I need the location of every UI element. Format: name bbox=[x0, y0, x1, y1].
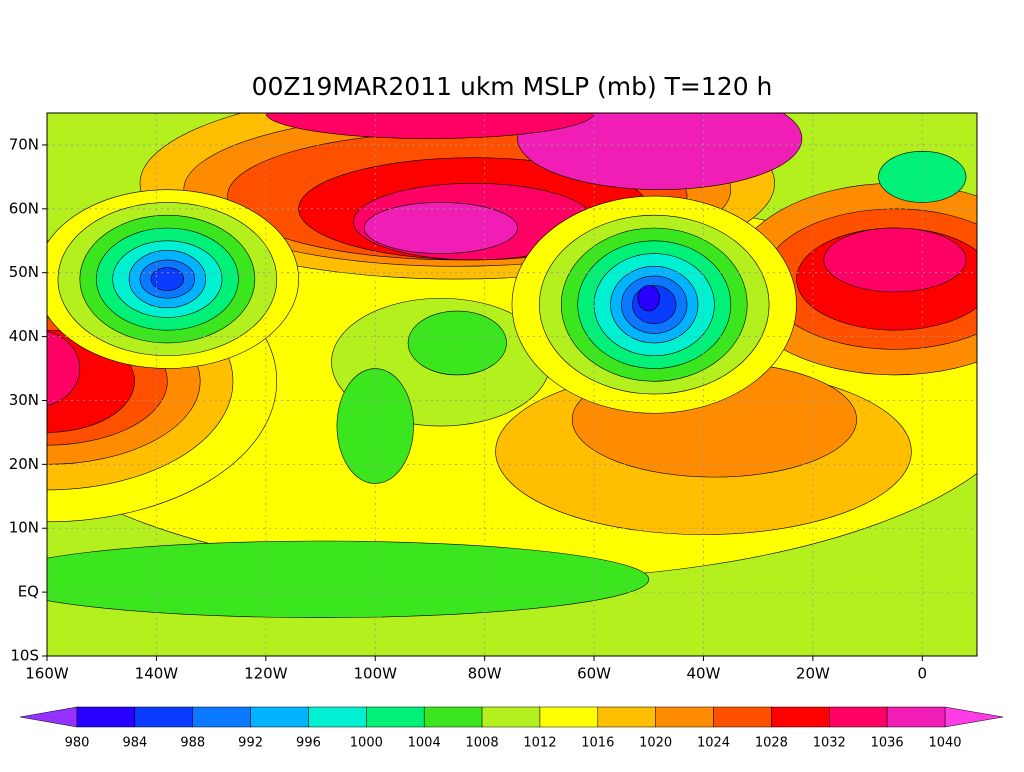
pressure-region bbox=[637, 285, 661, 312]
colorbar-segment bbox=[76, 706, 136, 728]
colorbar: 980 984 988 992 996 1000 1004 1008 1012 1016 1020 1… bbox=[19, 706, 1004, 751]
map-title: 00Z19MAR2011 ukm MSLP (mb) T=120 h bbox=[252, 72, 773, 101]
colorbar-segment bbox=[192, 706, 251, 728]
x-tick-label: 120W bbox=[244, 665, 288, 683]
colorbar-label: 1032 bbox=[813, 736, 846, 751]
x-tick-label: 140W bbox=[135, 665, 179, 683]
y-tick-label: 60N bbox=[9, 199, 39, 217]
colorbar-segment bbox=[771, 706, 830, 728]
pressure-region bbox=[47, 540, 649, 618]
colorbar-segment bbox=[886, 706, 946, 728]
colorbar-label: 1020 bbox=[639, 736, 672, 751]
pressure-field bbox=[47, 113, 977, 656]
colorbar-segment bbox=[655, 706, 714, 728]
x-tick-label: 0 bbox=[918, 665, 928, 683]
grid bbox=[47, 113, 977, 656]
x-tick-label: 100W bbox=[354, 665, 398, 683]
colorbar-segment bbox=[134, 706, 193, 728]
colorbar-label: 1036 bbox=[871, 736, 904, 751]
pressure-region bbox=[517, 113, 803, 190]
colorbar-label: 988 bbox=[180, 736, 205, 751]
colorbar-segment bbox=[250, 706, 309, 728]
colorbar-segment bbox=[481, 706, 541, 728]
colorbar-segment bbox=[308, 706, 367, 728]
colorbar-label: 1024 bbox=[697, 736, 730, 751]
x-tick-label: 60W bbox=[577, 665, 611, 683]
colorbar-label: 1008 bbox=[466, 736, 499, 751]
y-tick-label: 10S bbox=[10, 647, 39, 665]
y-tick-label: 30N bbox=[9, 391, 39, 409]
colorbar-label: 1040 bbox=[928, 736, 961, 751]
plot-frame bbox=[46, 112, 978, 657]
colorbar-segment bbox=[539, 706, 599, 728]
colorbar-segment bbox=[597, 706, 656, 728]
pressure-region bbox=[150, 267, 185, 291]
pressure-region bbox=[878, 151, 967, 203]
colorbar-label: 1012 bbox=[523, 736, 556, 751]
colorbar-label: 996 bbox=[296, 736, 321, 751]
y-tick-label: 20N bbox=[9, 455, 39, 473]
pressure-region bbox=[47, 331, 81, 406]
x-tick-label: 160W bbox=[25, 665, 69, 683]
x-tick-label: 20W bbox=[796, 665, 830, 683]
colorbar-over bbox=[944, 706, 1004, 728]
y-tick-label: 10N bbox=[9, 519, 39, 537]
colorbar-label: 1016 bbox=[581, 736, 614, 751]
x-tick-label: 80W bbox=[468, 665, 502, 683]
colorbar-label: 992 bbox=[238, 736, 263, 751]
y-tick-label: EQ bbox=[18, 583, 39, 601]
colorbar-segment bbox=[366, 706, 425, 728]
colorbar-label: 984 bbox=[122, 736, 147, 751]
colorbar-label: 1000 bbox=[350, 736, 383, 751]
colorbar-label: 1028 bbox=[755, 736, 788, 751]
colorbar-under bbox=[19, 706, 78, 728]
colorbar-label: 980 bbox=[65, 736, 90, 751]
colorbar-segment bbox=[423, 706, 483, 728]
y-tick-label: 70N bbox=[9, 135, 39, 153]
pressure-region bbox=[265, 113, 595, 139]
colorbar-segment bbox=[829, 706, 888, 728]
x-tick-label: 40W bbox=[687, 665, 721, 683]
pressure-region bbox=[407, 310, 507, 376]
colorbar-label: 1004 bbox=[408, 736, 441, 751]
y-tick-label: 40N bbox=[9, 327, 39, 345]
pressure-region bbox=[363, 202, 518, 254]
colorbar-segment bbox=[713, 706, 772, 728]
y-tick-label: 50N bbox=[9, 263, 39, 281]
pressure-region bbox=[823, 227, 967, 293]
